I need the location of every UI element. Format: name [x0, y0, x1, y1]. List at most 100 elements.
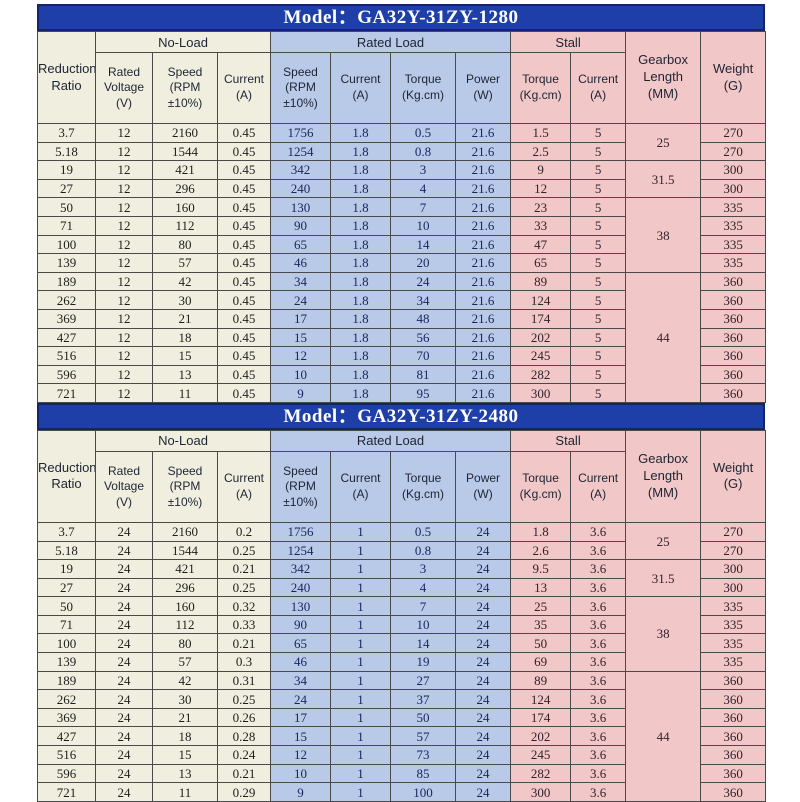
rated-voltage-cell: 12 [95, 215, 153, 236]
rated-voltage-cell: 24 [95, 707, 153, 728]
stall-current-cell: 3.6 [570, 726, 627, 747]
power-cell: 24 [455, 745, 512, 765]
rated-torque-cell: 10 [390, 215, 457, 236]
rated-speed-cell: 130 [270, 197, 332, 217]
rated-speed-cell: 9 [270, 782, 332, 802]
stall-current-cell: 5 [570, 271, 627, 292]
stall-current-header: Current (A) [570, 450, 627, 523]
stall-torque-cell: 300 [510, 383, 572, 403]
rated-torque-cell: 4 [390, 178, 457, 199]
noload-speed-cell: 18 [152, 327, 218, 348]
rated-speed-cell: 1254 [270, 540, 332, 561]
weight-cell: 335 [700, 197, 767, 217]
noload-speed-cell: 2160 [152, 521, 218, 542]
rated-current-cell: 1 [330, 782, 392, 802]
stall-current-cell: 5 [570, 234, 627, 255]
spec-row: 596 24 13 0.21 10 1 85 24 282 3.6 360 [37, 763, 767, 784]
stall-current-cell: 3.6 [570, 670, 627, 691]
reduction-ratio-cell: 189 [37, 670, 96, 691]
rated-current-cell: 1.8 [330, 271, 392, 292]
spec-row: 50 12 160 0.45 130 1.8 7 21.6 23 5 38 335 [37, 197, 767, 273]
noload-speed-cell: 160 [152, 197, 218, 217]
spec-row: 3.7 24 2160 0.2 1756 1 0.5 24 1.8 3.6 25 270 [37, 521, 767, 561]
noload-speed-cell: 11 [152, 383, 218, 403]
power-cell: 24 [455, 726, 512, 747]
stall-current-cell: 5 [570, 160, 627, 180]
rated-voltage-cell: 24 [95, 670, 153, 691]
rated-torque-cell: 14 [390, 234, 457, 255]
rated-speed-cell: 65 [270, 633, 332, 654]
spec-row: 19 12 421 0.45 342 1.8 3 21.6 9 5 31.5 300 [37, 160, 767, 199]
noload-current-cell: 0.28 [216, 726, 272, 747]
stall-torque-cell: 300 [510, 782, 572, 802]
rated-torque-cell: 37 [390, 689, 457, 709]
rated-voltage-cell: 12 [95, 197, 153, 217]
stall-torque-cell: 9 [510, 160, 572, 180]
rated-current-cell: 1 [330, 670, 392, 691]
weight-cell: 360 [700, 745, 767, 765]
rated-torque-cell: 4 [390, 577, 457, 598]
rated-current-cell: 1 [330, 596, 392, 616]
rated-voltage-cell: 24 [95, 726, 153, 747]
weight-header: Weight (G) [700, 31, 767, 124]
rated-voltage-cell: 12 [95, 383, 153, 403]
power-cell: 24 [455, 763, 512, 784]
weight-cell: 360 [700, 271, 767, 292]
spec-row: 516 12 15 0.45 12 1.8 70 21.6 245 5 360 [37, 346, 767, 366]
noload-current-header: Current (A) [216, 52, 272, 124]
spec-row: 5.18 24 1544 0.25 1254 1 0.8 24 2.6 3.6 270 [37, 540, 767, 561]
stall-torque-cell: 202 [510, 726, 572, 747]
noload-current-cell: 0.45 [216, 160, 272, 180]
rated-current-cell: 1.8 [330, 141, 392, 162]
weight-cell: 360 [700, 383, 767, 403]
rated-speed-cell: 1254 [270, 141, 332, 162]
spec-row: 721 24 11 0.29 9 1 100 24 300 3.6 360 [37, 782, 767, 802]
spec-row: 427 12 18 0.45 15 1.8 56 21.6 202 5 360 [37, 327, 767, 348]
stall-current-cell: 3.6 [570, 521, 627, 542]
reduction-ratio-cell: 71 [37, 614, 96, 635]
rated-speed-cell: 130 [270, 596, 332, 616]
spec-row: 596 12 13 0.45 10 1.8 81 21.6 282 5 360 [37, 364, 767, 385]
rated-current-cell: 1 [330, 689, 392, 709]
noload-speed-cell: 30 [152, 689, 218, 709]
noload-speed-cell: 112 [152, 215, 218, 236]
noload-speed-cell: 296 [152, 178, 218, 199]
spec-row: 27 24 296 0.25 240 1 4 24 13 3.6 300 [37, 577, 767, 598]
spec-block-2480: Model：GA32Y-31ZY-2480 Reduction Ratio No… [37, 402, 767, 802]
rated-voltage-cell: 24 [95, 521, 153, 542]
rated-current-cell: 1 [330, 652, 392, 672]
weight-cell: 360 [700, 707, 767, 728]
rated-torque-cell: 27 [390, 670, 457, 691]
gearbox-length-cell: 38 [625, 596, 702, 672]
rated-torque-cell: 10 [390, 614, 457, 635]
rated-torque-header: Torque (Kg.cm) [390, 52, 457, 124]
rated-speed-cell: 15 [270, 327, 332, 348]
noload-current-cell: 0.25 [216, 577, 272, 598]
noload-speed-cell: 30 [152, 290, 218, 310]
noload-speed-cell: 13 [152, 364, 218, 385]
stall-torque-cell: 124 [510, 290, 572, 310]
gearbox-length-header: Gearbox Length (MM) [625, 429, 702, 523]
stall-current-cell: 5 [570, 141, 627, 162]
rated-voltage-cell: 12 [95, 364, 153, 385]
spec-row: 516 24 15 0.24 12 1 73 24 245 3.6 360 [37, 745, 767, 765]
rated-torque-cell: 3 [390, 559, 457, 579]
power-cell: 21.6 [455, 383, 512, 403]
rated-torque-cell: 7 [390, 197, 457, 217]
noload-speed-cell: 21 [152, 308, 218, 329]
reduction-ratio-cell: 369 [37, 707, 96, 728]
noload-speed-cell: 57 [152, 652, 218, 672]
weight-cell: 360 [700, 308, 767, 329]
rated-torque-cell: 95 [390, 383, 457, 403]
reduction-ratio-cell: 19 [37, 559, 96, 579]
weight-cell: 335 [700, 596, 767, 616]
spec-row: 369 12 21 0.45 17 1.8 48 21.6 174 5 360 [37, 308, 767, 329]
spec-row: 262 12 30 0.45 24 1.8 34 21.6 124 5 360 [37, 290, 767, 310]
rated-torque-cell: 81 [390, 364, 457, 385]
stall-current-cell: 3.6 [570, 633, 627, 654]
rated-current-cell: 1 [330, 707, 392, 728]
rated-speed-cell: 240 [270, 178, 332, 199]
stall-torque-cell: 202 [510, 327, 572, 348]
reduction-ratio-cell: 71 [37, 215, 96, 236]
